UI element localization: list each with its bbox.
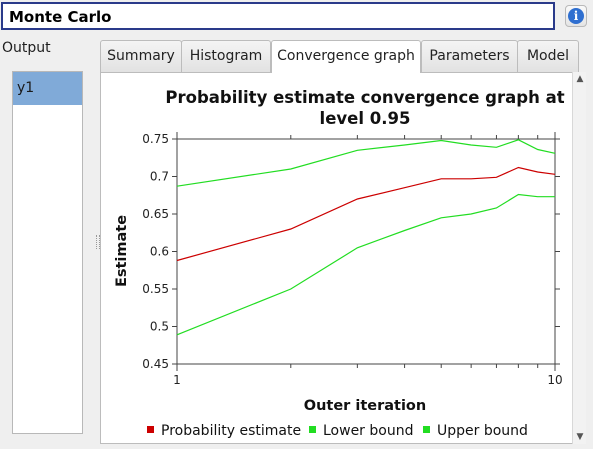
tab-model[interactable]: Model bbox=[517, 40, 579, 72]
legend-label-0: Probability estimate bbox=[161, 423, 301, 439]
output-item-y1[interactable]: y1 bbox=[13, 72, 82, 105]
legend-label-2: Upper bound bbox=[437, 423, 528, 439]
x-tick-label: 10 bbox=[547, 373, 562, 387]
chart-legend: Probability estimate Lower bound Upper bou… bbox=[147, 423, 528, 439]
y-tick-label: 0.7 bbox=[150, 170, 169, 184]
y-tick-label: 0.45 bbox=[142, 357, 169, 371]
window-title-field[interactable]: Monte Carlo bbox=[1, 2, 555, 30]
legend-swatch-1 bbox=[309, 426, 316, 433]
legend-label-1: Lower bound bbox=[323, 423, 413, 439]
y-tick-label: 0.55 bbox=[142, 282, 169, 296]
convergence-graph-panel: Probability estimate convergence graph a… bbox=[100, 72, 580, 444]
tab-parameters[interactable]: Parameters bbox=[421, 40, 518, 72]
legend-swatch-2 bbox=[423, 426, 430, 433]
output-list[interactable]: y1 bbox=[12, 71, 83, 434]
tab-convergence-graph[interactable]: Convergence graph bbox=[271, 40, 421, 73]
plot-area bbox=[176, 138, 556, 365]
x-axis-label: Outer iteration bbox=[304, 398, 426, 414]
panel-scrollbar[interactable]: ▲ ▼ bbox=[572, 72, 586, 444]
convergence-chart: Probability estimate convergence graph a… bbox=[114, 88, 565, 439]
output-label: Output bbox=[2, 40, 51, 56]
y-tick-label: 0.5 bbox=[150, 320, 169, 334]
chart-title-line-2: level 0.95 bbox=[320, 109, 411, 128]
y-tick-label: 0.75 bbox=[142, 132, 169, 146]
splitter-handle[interactable] bbox=[96, 235, 100, 249]
info-icon: i bbox=[568, 8, 584, 24]
y-axis-label: Estimate bbox=[114, 215, 130, 287]
y-tick-label: 0.6 bbox=[150, 245, 169, 259]
series-line-2 bbox=[176, 139, 556, 187]
info-button[interactable]: i bbox=[565, 5, 587, 27]
y-tick-label: 0.65 bbox=[142, 207, 169, 221]
tab-summary[interactable]: Summary bbox=[100, 40, 182, 72]
series-line-1 bbox=[176, 193, 555, 336]
scroll-up-icon[interactable]: ▲ bbox=[576, 74, 584, 84]
chart-title-line-1: Probability estimate convergence graph a… bbox=[165, 88, 564, 107]
x-tick-label: 1 bbox=[173, 373, 181, 387]
scroll-down-icon[interactable]: ▼ bbox=[576, 432, 584, 442]
tab-histogram[interactable]: Histogram bbox=[181, 40, 271, 72]
legend-swatch-0 bbox=[147, 426, 154, 433]
series-line-0 bbox=[176, 166, 556, 262]
